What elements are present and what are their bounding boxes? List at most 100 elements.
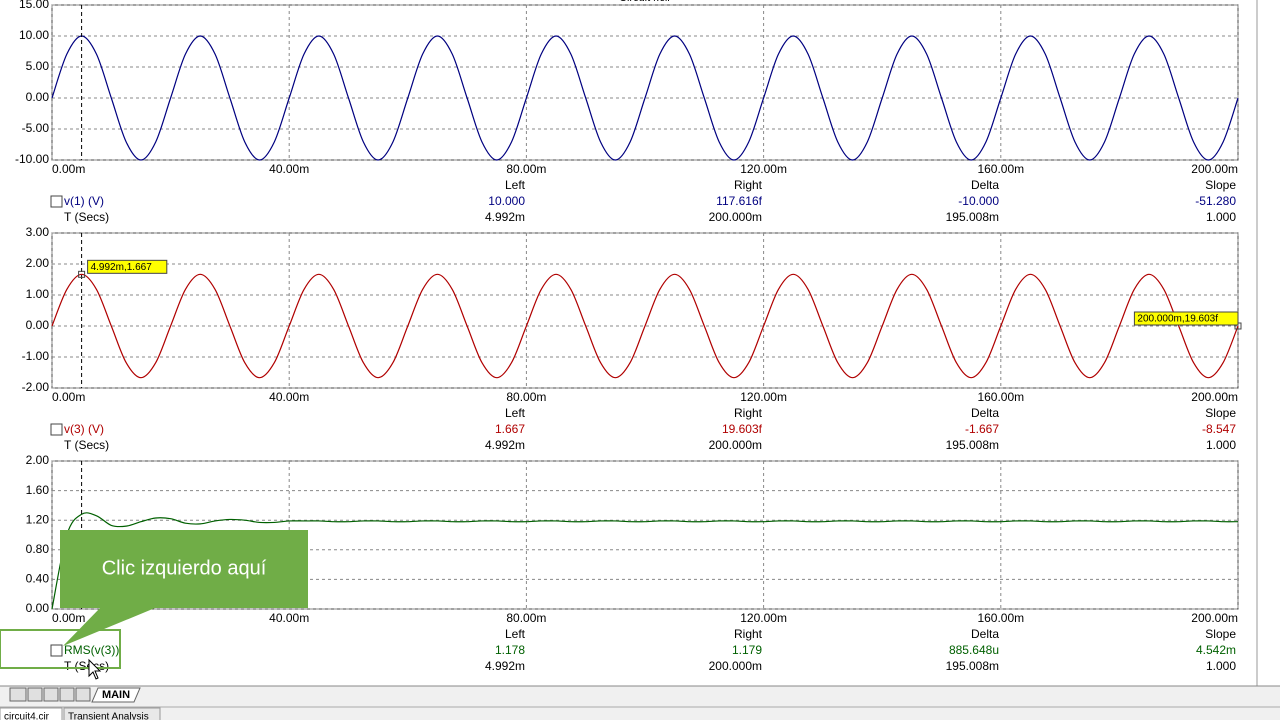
x-tick-label: 120.00m [740, 390, 787, 404]
nav-button[interactable] [43, 687, 59, 702]
cursor-header: Slope [1205, 406, 1236, 420]
cursor-value: -51.280 [1195, 194, 1236, 208]
y-tick-label: 5.00 [26, 59, 50, 73]
cursor-value: 10.000 [488, 194, 525, 208]
cursor-header: Left [505, 627, 526, 641]
cursor-value: 195.008m [946, 438, 999, 452]
cursor-value: 195.008m [946, 659, 999, 673]
series-label: v(3) (V) [64, 422, 104, 436]
file-tab-label: Transient Analysis [68, 712, 149, 720]
plot-frame [51, 4, 1239, 161]
plot-frame [51, 232, 1239, 389]
callout-text: Clic izquierdo aquí [102, 557, 267, 579]
cursor-value: 200.000m [709, 210, 762, 224]
annotation-box [87, 259, 168, 274]
series-checkbox[interactable] [50, 644, 63, 657]
annotation-text: 4.992m,1.667 [91, 262, 153, 273]
y-tick-label: -2.00 [22, 380, 50, 394]
cursor-value: 117.616f [716, 194, 762, 208]
y-tick-label: 0.40 [26, 572, 50, 586]
cursor-value: 4.992m [485, 210, 525, 224]
series-checkbox[interactable] [50, 423, 63, 436]
nav-button[interactable] [27, 687, 43, 702]
series-label: v(1) (V) [64, 194, 104, 208]
x-tick-label: 40.00m [269, 611, 309, 625]
cursor-header: Right [734, 627, 763, 641]
x-tick-label: 120.00m [740, 162, 787, 176]
x-label: T (Secs) [64, 210, 109, 224]
series-label: RMS(v(3)) [64, 643, 119, 657]
mouse-pointer [88, 658, 102, 680]
file-tab[interactable] [63, 707, 161, 720]
highlight-box [0, 629, 121, 669]
series-checkbox[interactable] [50, 195, 63, 208]
cursor-header: Slope [1205, 178, 1236, 192]
y-tick-label: 10.00 [19, 28, 49, 42]
sheet-tab-label: MAIN [102, 689, 130, 701]
y-tick-label: 0.80 [26, 542, 50, 556]
x-tick-label: 200.00m [1191, 611, 1238, 625]
x-tick-label: 200.00m [1191, 390, 1238, 404]
cursor-value: 885.648u [949, 643, 999, 657]
series-line [51, 512, 1239, 610]
y-tick-label: 2.00 [26, 256, 50, 270]
y-tick-label: -1.00 [22, 349, 50, 363]
y-tick-label: 15.00 [19, 0, 49, 11]
x-tick-label: 160.00m [977, 390, 1024, 404]
cursor-value: -8.547 [1202, 422, 1236, 436]
x-tick-label: 80.00m [506, 390, 546, 404]
x-tick-label: 200.00m [1191, 162, 1238, 176]
y-tick-label: 3.00 [26, 225, 50, 239]
sheet-tab[interactable] [91, 687, 141, 703]
cursor-value: -10.000 [958, 194, 999, 208]
y-tick-label: -10.00 [15, 152, 49, 166]
x-tick-label: 0.00m [52, 390, 85, 404]
charts: Circuit4.cir 15.00 10.00 5.00 0.00 -5.00 -10.0… [15, 0, 1242, 673]
x-tick-label: 40.00m [269, 390, 309, 404]
y-tick-label: 0.00 [26, 90, 50, 104]
x-label: T (Secs) [64, 659, 109, 673]
x-tick-label: 160.00m [977, 611, 1024, 625]
cursor-value: 200.000m [709, 659, 762, 673]
cursor-value: 4.992m [485, 659, 525, 673]
cursor-header: Delta [971, 178, 999, 192]
series-line [51, 273, 1239, 379]
file-tab[interactable] [0, 707, 63, 720]
x-tick-label: 40.00m [269, 162, 309, 176]
series-line [51, 35, 1239, 161]
cursor-value: 1.179 [732, 643, 762, 657]
cursor-value: 1.000 [1206, 659, 1236, 673]
y-tick-label: 2.00 [26, 453, 50, 467]
nav-button[interactable] [75, 687, 91, 702]
x-tick-label: 0.00m [52, 611, 85, 625]
annotation-point [78, 270, 86, 278]
x-tick-label: 160.00m [977, 162, 1024, 176]
file-tab-label: circuit4.cir [4, 712, 50, 720]
tab-bar [0, 686, 1280, 720]
cursor-value: 4.992m [485, 438, 525, 452]
cursor-header: Left [505, 178, 526, 192]
nav-button[interactable] [9, 687, 27, 702]
cursor-value: 1.000 [1206, 438, 1236, 452]
cursor-value: 1.178 [495, 643, 525, 657]
cursor-header: Slope [1205, 627, 1236, 641]
cursor-value: 200.000m [709, 438, 762, 452]
cursor-header: Right [734, 406, 763, 420]
cursor-value: -1.667 [965, 422, 999, 436]
cursor-header: Left [505, 406, 526, 420]
nav-button[interactable] [59, 687, 75, 702]
cursor-value: 19.603f [722, 422, 763, 436]
y-tick-label: 1.20 [26, 512, 50, 526]
annotation-text: 200.000m,19.603f [1137, 314, 1218, 325]
cursor-header: Right [734, 178, 763, 192]
x-tick-label: 0.00m [52, 162, 85, 176]
x-label: T (Secs) [64, 438, 109, 452]
cursor-value: 1.667 [495, 422, 525, 436]
cursor-header: Delta [971, 406, 999, 420]
cursor-value: 195.008m [946, 210, 999, 224]
y-tick-label: 1.00 [26, 287, 50, 301]
cursor-value: 1.000 [1206, 210, 1236, 224]
y-tick-label: 1.60 [26, 483, 50, 497]
x-tick-label: 120.00m [740, 611, 787, 625]
